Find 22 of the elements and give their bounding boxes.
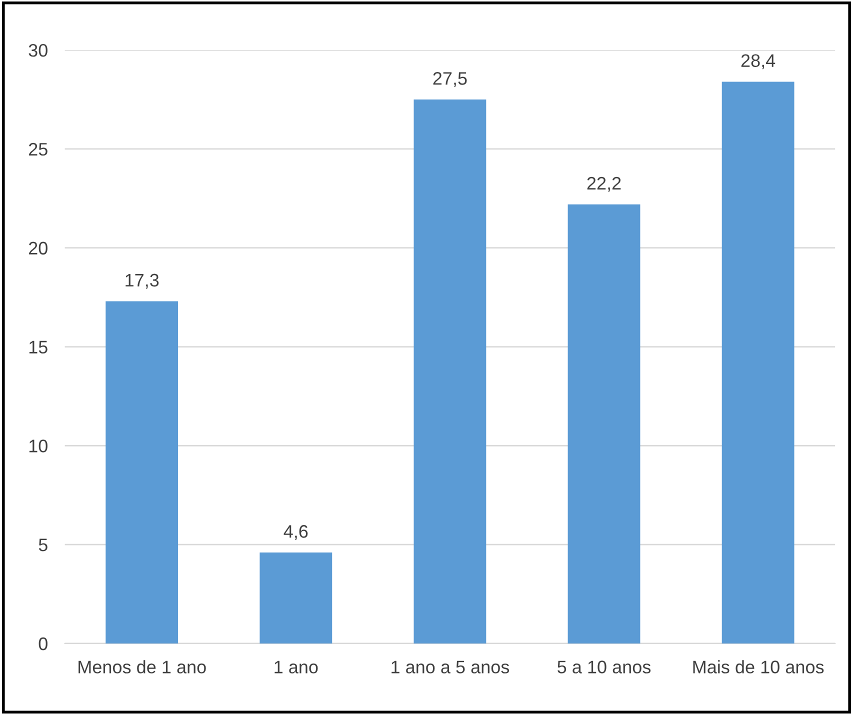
data-label: 17,3 — [126, 274, 159, 289]
data-label: 22,2 — [587, 176, 621, 192]
x-tick-label: Menos de 1 ano — [78, 660, 206, 674]
y-tick-label: 5 — [38, 538, 48, 552]
bar — [722, 82, 794, 644]
bar — [260, 552, 332, 644]
y-tick-label: 0 — [38, 637, 48, 650]
y-tick-label: 30 — [28, 44, 48, 57]
x-tick-label: 1 ano a 5 anos — [392, 660, 510, 674]
y-tick-label: 15 — [29, 340, 48, 354]
y-tick-label: 20 — [28, 242, 48, 255]
data-label: 27,5 — [433, 72, 467, 87]
data-label: 28,4 — [741, 54, 776, 70]
y-tick-label: 25 — [28, 142, 48, 156]
data-label: 4,6 — [284, 525, 308, 540]
x-tick-label: 1 ano — [274, 660, 318, 674]
bar — [568, 204, 640, 644]
x-tick-label: Mais de 10 anos — [693, 660, 824, 674]
bar — [414, 100, 486, 644]
bar — [106, 301, 178, 644]
y-tick-label: 10 — [29, 440, 48, 452]
x-tick-label: 5 a 10 anos — [558, 660, 651, 674]
